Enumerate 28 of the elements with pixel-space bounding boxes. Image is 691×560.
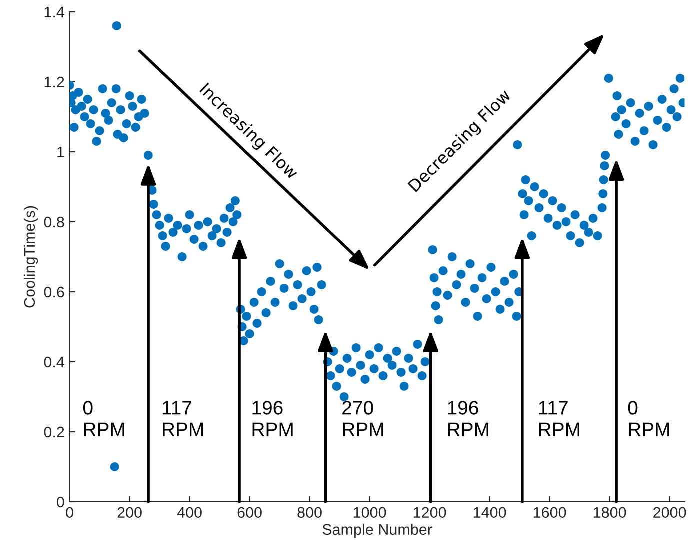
x-tick-label: 1400 [474,507,506,518]
annotation: 270 RPM [342,401,384,436]
y-tick-label: 0.8 [44,216,64,228]
x-tick-label: 1800 [594,507,626,518]
y-tick-label: 0.2 [44,426,64,438]
y-tick-label: 1.2 [44,76,64,88]
x-tick-label: 0 [66,507,74,518]
x-tick-label: 2000 [654,507,686,518]
y-tick-label: 1 [58,147,64,158]
x-tick-label: 1200 [414,507,446,518]
annotation: 117 RPM [539,401,580,436]
x-tick-label: 600 [238,507,262,518]
y-tick-label: 1.4 [44,7,64,18]
y-tick-label: 0 [57,496,64,508]
x-tick-label: 1000 [354,507,386,518]
annotation: 196 RPM [448,401,488,436]
x-tick-label: 400 [177,507,202,518]
annotation: 0 RPM [83,401,124,436]
y-tick-label: 0.6 [44,286,64,298]
x-axis-title: Sample Number [322,524,432,538]
x-tick-label: 200 [118,507,142,518]
x-tick-label: 800 [298,507,322,518]
y-tick-label: 0.4 [44,356,64,368]
annotation: 117 RPM [162,401,204,436]
annotation: 196 RPM [252,401,293,436]
x-tick-label: 1600 [534,507,566,518]
y-axis-title: CoolingTime(s) [24,206,38,308]
annotation: 0 RPM [628,401,670,436]
